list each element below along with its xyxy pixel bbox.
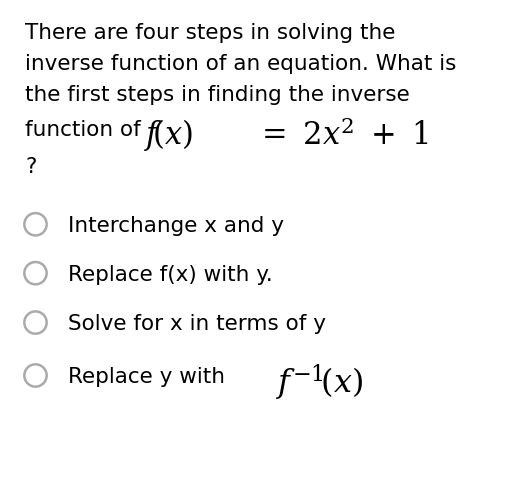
Text: $f^{-1}\!\left(x\right)$: $f^{-1}\!\left(x\right)$ xyxy=(276,363,364,403)
Text: Replace y with: Replace y with xyxy=(68,367,232,387)
Text: ?: ? xyxy=(25,157,37,177)
Text: inverse function of an equation. What is: inverse function of an equation. What is xyxy=(25,54,457,74)
Text: Interchange x and y: Interchange x and y xyxy=(68,216,284,236)
Text: $f\!\left(x\right)$: $f\!\left(x\right)$ xyxy=(144,117,194,153)
Text: There are four steps in solving the: There are four steps in solving the xyxy=(25,23,396,43)
Text: $=\ 2x^2\ +\ 1$: $=\ 2x^2\ +\ 1$ xyxy=(256,119,429,151)
Text: Solve for x in terms of y: Solve for x in terms of y xyxy=(68,314,327,334)
Text: Replace f(x) with y.: Replace f(x) with y. xyxy=(68,265,273,285)
Text: the first steps in finding the inverse: the first steps in finding the inverse xyxy=(25,85,410,105)
Text: function of: function of xyxy=(25,120,148,140)
